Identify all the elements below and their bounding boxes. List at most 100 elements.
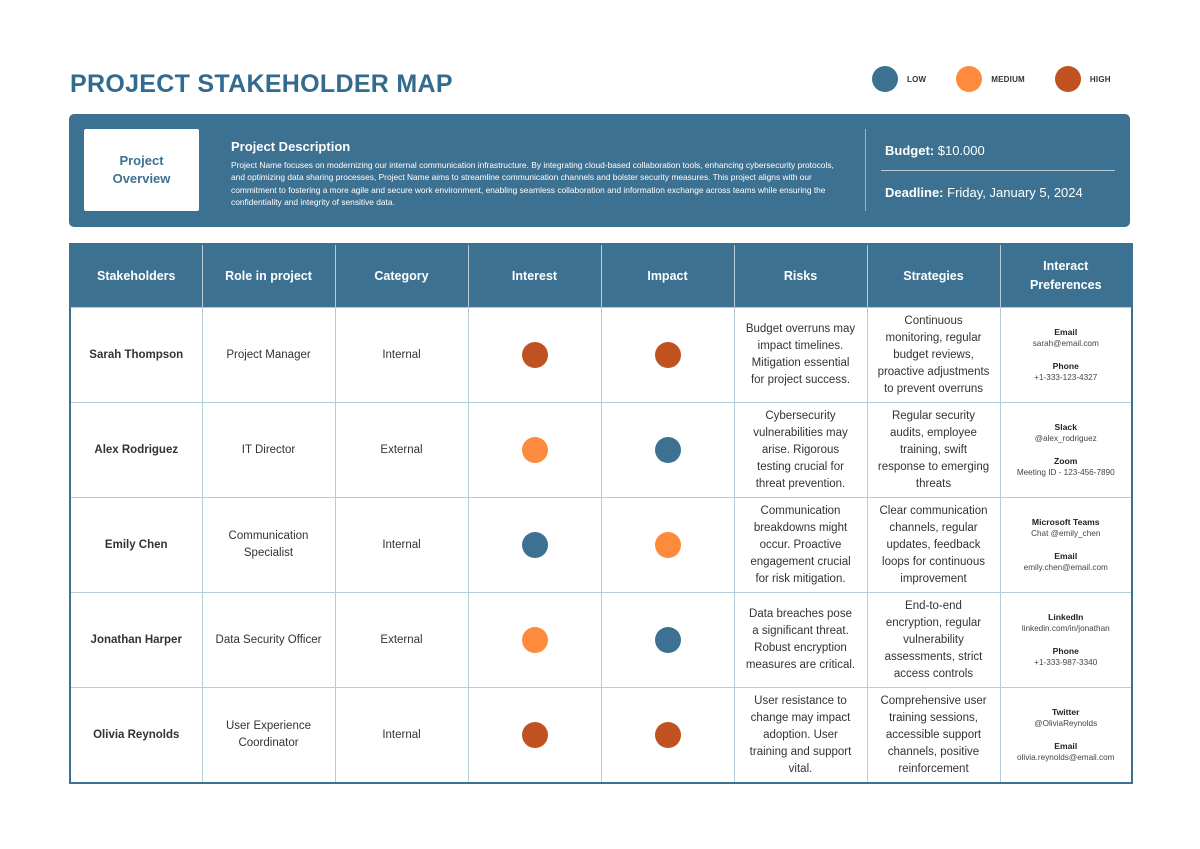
stakeholder-role: Project Manager <box>201 307 336 403</box>
overview-label-box: Project Overview <box>84 129 199 211</box>
pref-channel-value: @OliviaReynolds <box>1034 719 1098 728</box>
interest-level-dot-icon <box>521 532 548 558</box>
interest-level-dot-icon <box>521 722 548 748</box>
interest-cell <box>467 592 602 688</box>
impact-level-dot-icon <box>654 342 681 368</box>
stakeholder-name: Sarah Thompson <box>69 307 203 403</box>
pref-channel-value: sarah@email.com <box>1032 339 1099 348</box>
stakeholder-category: Internal <box>334 497 469 593</box>
pref-channel-value: olivia.reynolds@email.com <box>1017 753 1115 762</box>
legend-item-high: HIGH <box>1054 66 1111 92</box>
pref-channel-value: @alex_rodriguez <box>1034 434 1097 443</box>
deadline: Deadline: Friday, January 5, 2024 <box>885 185 1083 200</box>
header-interest: Interest <box>467 244 601 308</box>
table-row: Sarah Thompson Project Manager Internal … <box>69 307 1133 403</box>
stakeholder-category: External <box>334 592 469 688</box>
stakeholder-name: Alex Rodriguez <box>69 402 203 498</box>
project-overview-panel: Project Overview Project Description Pro… <box>69 114 1130 227</box>
table-row: Alex Rodriguez IT Director External Cybe… <box>69 402 1133 498</box>
interact-preferences: Slack @alex_rodriguez Zoom Meeting ID - … <box>999 402 1133 498</box>
overview-divider <box>865 129 866 211</box>
interest-level-dot-icon <box>521 437 548 463</box>
stakeholder-role: Data Security Officer <box>201 592 336 688</box>
header-role: Role in project <box>201 244 335 308</box>
pref-channel-value: Meeting ID - 123-456-7890 <box>1016 468 1115 477</box>
table-row: Emily Chen Communication Specialist Inte… <box>69 497 1133 593</box>
legend-label: LOW <box>907 74 927 84</box>
risks-text: User resistance to change may impact ado… <box>733 687 868 784</box>
impact-level-dot-icon <box>654 627 681 653</box>
stakeholder-name: Jonathan Harper <box>69 592 203 688</box>
interest-cell <box>467 307 602 403</box>
pref-channel-title: Slack <box>1054 422 1077 432</box>
impact-cell <box>600 592 735 688</box>
strategies-text: Comprehensive user training sessions, ac… <box>866 687 1001 784</box>
deadline-label: Deadline: <box>885 185 944 200</box>
table-row: Olivia Reynolds User Experience Coordina… <box>69 687 1133 784</box>
pref-channel-title: Phone <box>1052 646 1079 656</box>
risks-text: Cybersecurity vulnerabilities may arise.… <box>733 402 868 498</box>
header-stakeholders: Stakeholders <box>70 244 202 308</box>
table-header-row: Stakeholders Role in project Category In… <box>70 244 1132 308</box>
pref-channel-title: Email <box>1054 551 1078 561</box>
header-impact: Impact <box>600 244 734 308</box>
header-interact-preferences: Interact Preferences <box>999 244 1132 308</box>
overview-label: Project Overview <box>112 153 171 186</box>
strategies-text: Clear communication channels, regular up… <box>866 497 1001 593</box>
interest-cell <box>467 402 602 498</box>
project-description: Project Description Project Name focuses… <box>231 139 846 209</box>
header-strategies: Strategies <box>866 244 1000 308</box>
impact-cell <box>600 497 735 593</box>
legend-label: MEDIUM <box>991 74 1025 84</box>
strategies-text: Regular security audits, employee traini… <box>866 402 1001 498</box>
legend: LOW MEDIUM HIGH <box>872 66 1111 92</box>
impact-level-dot-icon <box>654 722 681 748</box>
interact-preferences: Email sarah@email.com Phone +1-333-123-4… <box>999 307 1133 403</box>
impact-cell <box>600 307 735 403</box>
pref-channel-value: Chat @emily_chen <box>1031 529 1101 538</box>
interest-cell <box>467 497 602 593</box>
header-category: Category <box>334 244 468 308</box>
stakeholder-name: Olivia Reynolds <box>69 687 203 784</box>
pref-channel-value: +1-333-987-3340 <box>1034 658 1098 667</box>
strategies-text: Continuous monitoring, regular budget re… <box>866 307 1001 403</box>
pref-channel-title: LinkedIn <box>1048 612 1084 622</box>
low-dot-icon <box>872 66 898 92</box>
high-dot-icon <box>1054 66 1081 92</box>
description-title: Project Description <box>231 139 351 154</box>
legend-item-low: LOW <box>872 66 926 92</box>
table-row: Jonathan Harper Data Security Officer Ex… <box>69 592 1133 688</box>
stakeholder-category: Internal <box>334 307 469 403</box>
pref-channel-title: Phone <box>1052 361 1079 371</box>
budget-label: Budget: <box>885 143 935 158</box>
risks-text: Data breaches pose a significant threat.… <box>733 592 868 688</box>
strategies-text: End-to-end encryption, regular vulnerabi… <box>866 592 1001 688</box>
overview-separator <box>881 170 1115 171</box>
stakeholder-role: Communication Specialist <box>201 497 336 593</box>
medium-dot-icon <box>956 66 983 92</box>
description-text: Project Name focuses on modernizing our … <box>231 160 834 208</box>
impact-level-dot-icon <box>654 437 681 463</box>
pref-channel-title: Email <box>1054 327 1078 337</box>
impact-cell <box>600 402 735 498</box>
stakeholder-category: Internal <box>334 687 469 784</box>
risks-text: Communication breakdowns might occur. Pr… <box>733 497 868 593</box>
legend-label: HIGH <box>1089 74 1111 84</box>
interest-cell <box>467 687 602 784</box>
stakeholder-role: IT Director <box>201 402 336 498</box>
stakeholder-name: Emily Chen <box>69 497 203 593</box>
pref-channel-title: Microsoft Teams <box>1031 517 1100 527</box>
budget-value: $10.000 <box>937 143 985 158</box>
impact-cell <box>600 687 735 784</box>
interact-preferences: Twitter @OliviaReynolds Email olivia.rey… <box>999 687 1133 784</box>
impact-level-dot-icon <box>654 532 681 558</box>
header-risks: Risks <box>733 244 867 308</box>
stakeholder-category: External <box>334 402 469 498</box>
stakeholder-role: User Experience Coordinator <box>201 687 336 784</box>
interest-level-dot-icon <box>521 627 548 653</box>
pref-channel-title: Email <box>1054 741 1078 751</box>
budget: Budget: $10.000 <box>885 143 985 158</box>
pref-channel-value: emily.chen@email.com <box>1023 563 1108 572</box>
interact-preferences: Microsoft Teams Chat @emily_chen Email e… <box>999 497 1133 593</box>
pref-channel-title: Zoom <box>1054 456 1078 466</box>
